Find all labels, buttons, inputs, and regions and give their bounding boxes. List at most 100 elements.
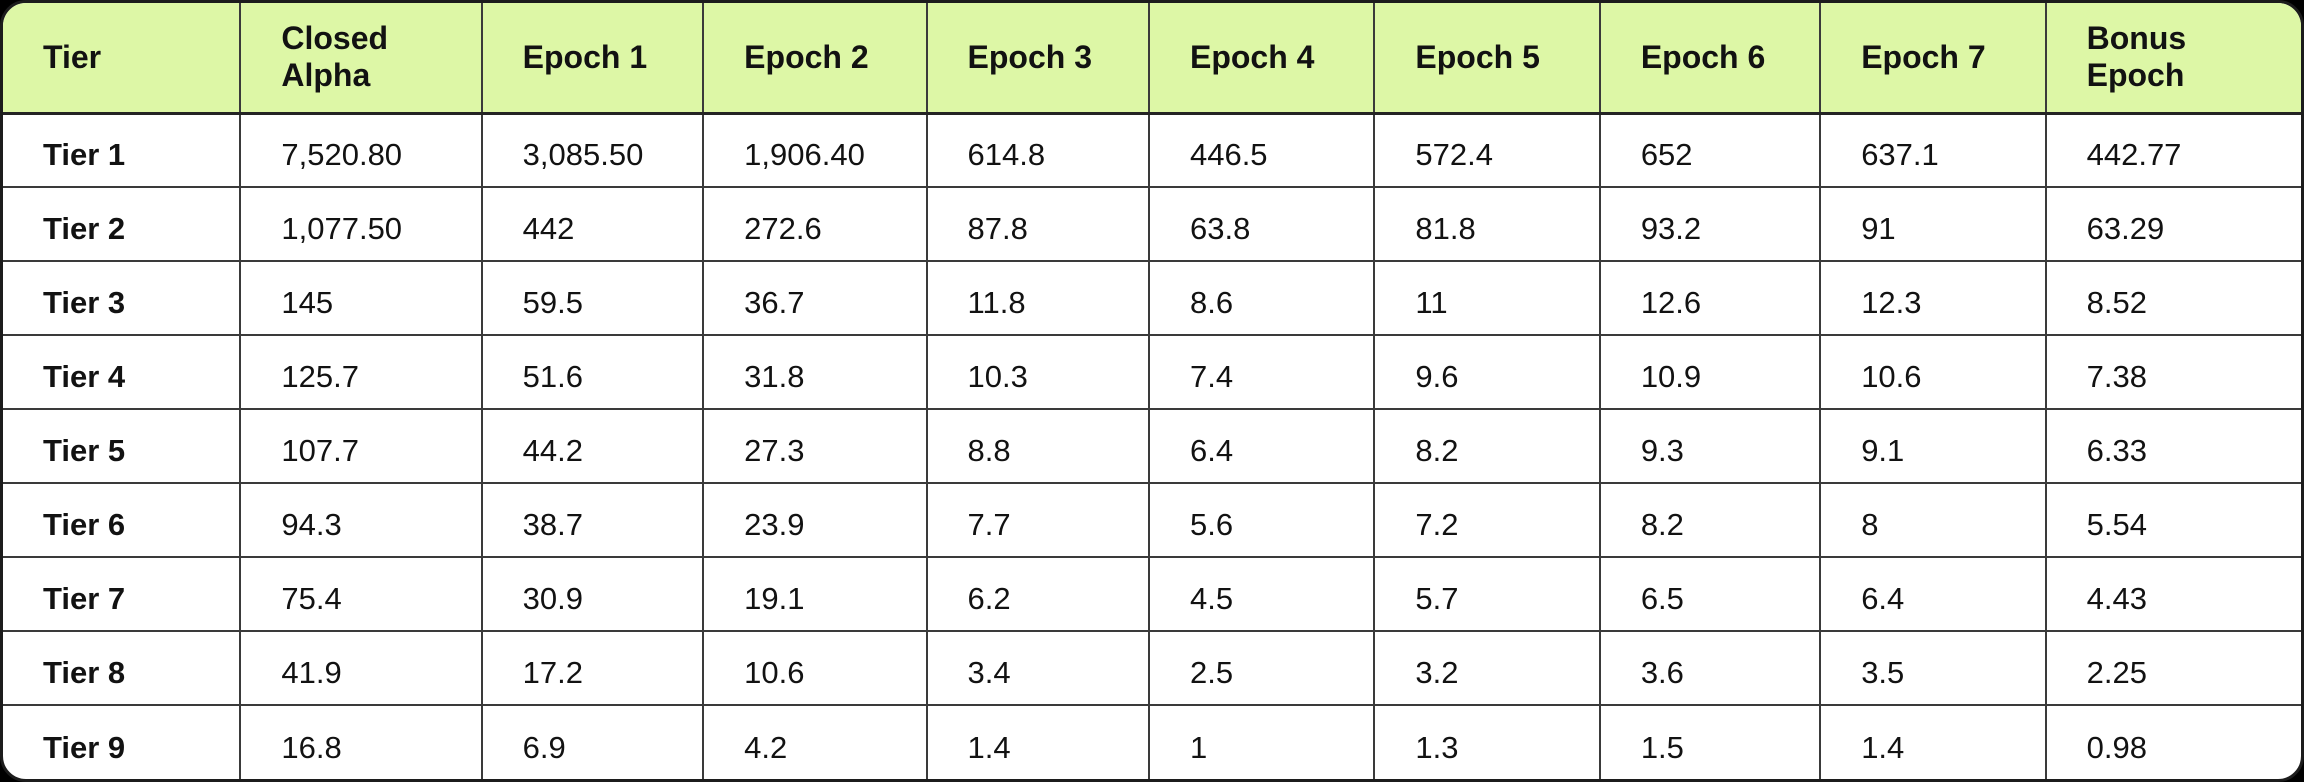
value-cell: 36.7 [702,260,928,336]
value-cell: 51.6 [480,334,705,410]
value-cell: 3.2 [1373,630,1601,706]
value-cell: 87.8 [925,186,1150,262]
value-cell: 63.8 [1147,186,1376,262]
header-row: Tier Closed Alpha Epoch 1 Epoch 2 Epoch … [3,3,2301,115]
tier-epoch-table: Tier Closed Alpha Epoch 1 Epoch 2 Epoch … [3,3,2301,779]
value-cell: 442.77 [2044,112,2301,188]
value-cell: 1.5 [1598,704,1822,779]
column-header-epoch-4: Epoch 4 [1147,3,1376,115]
value-cell: 2.5 [1147,630,1376,706]
value-cell: 637.1 [1819,112,2047,188]
value-cell: 2.25 [2044,630,2301,706]
table-header: Tier Closed Alpha Epoch 1 Epoch 2 Epoch … [3,3,2301,115]
value-cell: 6.4 [1147,408,1376,484]
value-cell: 5.6 [1147,482,1376,558]
value-cell: 125.7 [239,334,483,410]
table-row: Tier 2 1,077.50 442 272.6 87.8 63.8 81.8 93.2 91… [3,186,2301,262]
value-cell: 6.2 [925,556,1150,632]
value-cell: 10.3 [925,334,1150,410]
value-cell: 10.9 [1598,334,1822,410]
table-body: Tier 1 7,520.80 3,085.50 1,906.40 614.8 446.5… [3,112,2301,779]
value-cell: 93.2 [1598,186,1822,262]
tier-label-cell: Tier 1 [3,112,242,188]
tier-label-cell: Tier 2 [3,186,242,262]
value-cell: 3.5 [1819,630,2047,706]
value-cell: 652 [1598,112,1822,188]
value-cell: 3,085.50 [480,112,705,188]
value-cell: 8 [1819,482,2047,558]
tier-label-cell: Tier 6 [3,482,242,558]
value-cell: 27.3 [702,408,928,484]
value-cell: 5.7 [1373,556,1601,632]
value-cell: 16.8 [239,704,483,779]
tier-label-cell: Tier 7 [3,556,242,632]
tier-label-cell: Tier 3 [3,260,242,336]
table-row: Tier 7 75.4 30.9 19.1 6.2 4.5 5.7 6.5 6.4 4.43 [3,556,2301,632]
value-cell: 63.29 [2044,186,2301,262]
column-header-tier: Tier [3,3,242,115]
value-cell: 8.8 [925,408,1150,484]
table-row: Tier 1 7,520.80 3,085.50 1,906.40 614.8 446.5… [3,112,2301,188]
value-cell: 11 [1373,260,1601,336]
value-cell: 6.33 [2044,408,2301,484]
table-row: Tier 9 16.8 6.9 4.2 1.4 1 1.3 1.5 1.4 0.98 [3,704,2301,779]
value-cell: 23.9 [702,482,928,558]
tier-label-cell: Tier 9 [3,704,242,779]
value-cell: 8.2 [1373,408,1601,484]
tier-label-cell: Tier 4 [3,334,242,410]
value-cell: 1.4 [1819,704,2047,779]
value-cell: 442 [480,186,705,262]
column-header-epoch-5: Epoch 5 [1373,3,1601,115]
value-cell: 1.3 [1373,704,1601,779]
column-header-closed-alpha: Closed Alpha [239,3,483,115]
table-row: Tier 4 125.7 51.6 31.8 10.3 7.4 9.6 10.9 10.6 7.3… [3,334,2301,410]
value-cell: 4.5 [1147,556,1376,632]
value-cell: 1.4 [925,704,1150,779]
value-cell: 7.7 [925,482,1150,558]
value-cell: 272.6 [702,186,928,262]
value-cell: 9.1 [1819,408,2047,484]
value-cell: 1,906.40 [702,112,928,188]
value-cell: 8.6 [1147,260,1376,336]
value-cell: 7,520.80 [239,112,483,188]
column-header-epoch-7: Epoch 7 [1819,3,2047,115]
value-cell: 75.4 [239,556,483,632]
column-header-epoch-2: Epoch 2 [702,3,928,115]
value-cell: 12.3 [1819,260,2047,336]
tier-label-cell: Tier 5 [3,408,242,484]
value-cell: 9.3 [1598,408,1822,484]
value-cell: 30.9 [480,556,705,632]
value-cell: 10.6 [702,630,928,706]
value-cell: 81.8 [1373,186,1601,262]
value-cell: 6.5 [1598,556,1822,632]
value-cell: 19.1 [702,556,928,632]
value-cell: 8.2 [1598,482,1822,558]
column-header-epoch-1: Epoch 1 [480,3,705,115]
value-cell: 94.3 [239,482,483,558]
value-cell: 59.5 [480,260,705,336]
value-cell: 614.8 [925,112,1150,188]
column-header-epoch-6: Epoch 6 [1598,3,1822,115]
value-cell: 31.8 [702,334,928,410]
value-cell: 10.6 [1819,334,2047,410]
table-row: Tier 3 145 59.5 36.7 11.8 8.6 11 12.6 12.3 8.52 [3,260,2301,336]
value-cell: 12.6 [1598,260,1822,336]
value-cell: 4.2 [702,704,928,779]
value-cell: 8.52 [2044,260,2301,336]
value-cell: 38.7 [480,482,705,558]
value-cell: 107.7 [239,408,483,484]
value-cell: 44.2 [480,408,705,484]
value-cell: 41.9 [239,630,483,706]
value-cell: 3.4 [925,630,1150,706]
table-row: Tier 5 107.7 44.2 27.3 8.8 6.4 8.2 9.3 9.1 6.33 [3,408,2301,484]
value-cell: 1 [1147,704,1376,779]
value-cell: 0.98 [2044,704,2301,779]
value-cell: 1,077.50 [239,186,483,262]
value-cell: 6.4 [1819,556,2047,632]
value-cell: 5.54 [2044,482,2301,558]
value-cell: 3.6 [1598,630,1822,706]
value-cell: 446.5 [1147,112,1376,188]
value-cell: 11.8 [925,260,1150,336]
column-header-bonus-epoch: Bonus Epoch [2044,3,2301,115]
